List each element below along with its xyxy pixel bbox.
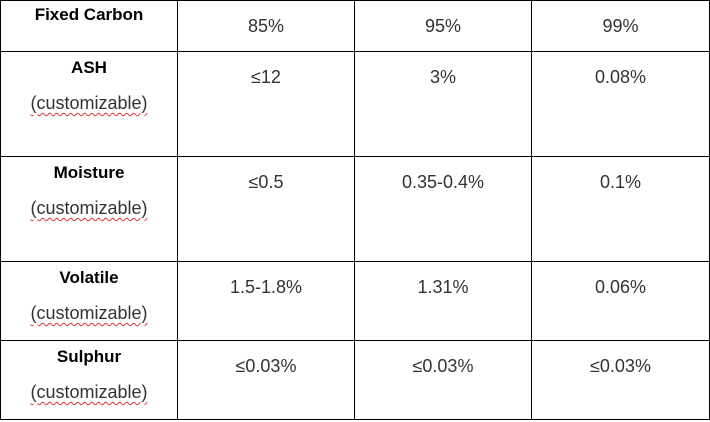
row-note: (customizable) <box>1 93 177 114</box>
value-text: ≤0.03% <box>412 356 474 376</box>
value-cell: 99% <box>532 0 710 52</box>
value-cell: ≤0.03% <box>532 341 710 420</box>
value-cell: 0.06% <box>532 262 710 341</box>
note-text: (customizable) <box>30 303 148 323</box>
value-cell: ≤0.03% <box>178 341 355 420</box>
row-header: Fixed Carbon <box>0 0 178 52</box>
value-cell: 1.31% <box>355 262 532 341</box>
note-text: (customizable) <box>30 93 148 113</box>
value-cell: ≤0.03% <box>355 341 532 420</box>
row-note: (customizable) <box>1 303 177 324</box>
value-text: 1.5-1.8% <box>229 277 303 297</box>
value-text: 95% <box>424 16 462 36</box>
row-note: (customizable) <box>1 198 177 219</box>
value-text: 85% <box>247 16 285 36</box>
value-cell: 3% <box>355 52 532 157</box>
value-text: ≤0.5 <box>248 172 284 192</box>
value-text: ≤12 <box>251 67 281 87</box>
row-label: Fixed Carbon <box>34 5 144 24</box>
note-text: (customizable) <box>30 198 148 218</box>
value-text: ≤0.03% <box>590 356 651 376</box>
value-text: 1.31% <box>417 277 469 297</box>
value-cell: 85% <box>178 0 355 52</box>
row-label: ASH <box>71 58 107 77</box>
value-cell: 0.08% <box>532 52 710 157</box>
row-label: Sulphur <box>56 347 122 366</box>
value-text: 0.35-0.4% <box>401 172 485 192</box>
row-header: Sulphur (customizable) <box>0 341 178 420</box>
row-header: Volatile (customizable) <box>0 262 178 341</box>
row-header: Moisture (customizable) <box>0 157 178 262</box>
value-text: 99% <box>602 16 639 36</box>
note-text: (customizable) <box>30 382 148 402</box>
value-cell: 95% <box>355 0 532 52</box>
value-cell: 0.35-0.4% <box>355 157 532 262</box>
value-cell: 0.1% <box>532 157 710 262</box>
row-label: Volatile <box>59 268 119 287</box>
row-label: Moisture <box>53 163 125 182</box>
row-note: (customizable) <box>1 382 177 403</box>
row-header: ASH (customizable) <box>0 52 178 157</box>
value-cell: 1.5-1.8% <box>178 262 355 341</box>
value-text: ≤0.03% <box>235 356 297 376</box>
value-text: 0.08% <box>594 67 647 87</box>
value-text: 0.1% <box>599 172 642 192</box>
value-cell: ≤12 <box>178 52 355 157</box>
value-cell: ≤0.5 <box>178 157 355 262</box>
value-text: 3% <box>429 67 456 87</box>
value-text: 0.06% <box>594 277 647 297</box>
